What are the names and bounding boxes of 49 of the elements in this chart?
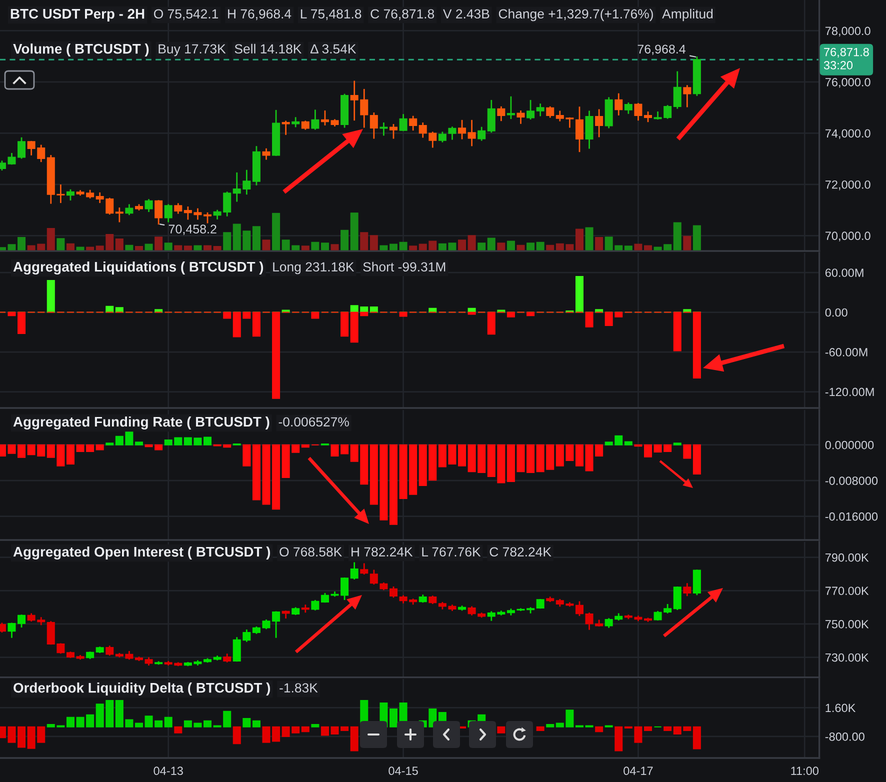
annotation: H 76,968.4	[228, 9, 292, 20]
annotation: Long 231.18K	[273, 262, 354, 274]
annotation: 76,968.4	[638, 44, 686, 56]
annotation: H 782.24K	[352, 547, 413, 557]
annotation: L 767.76K	[422, 547, 481, 557]
chart-title: Orderbook Liquidity Delta ( BTCUSDT )	[14, 682, 270, 696]
y-tick-label: 0.00	[825, 308, 848, 317]
x-tick-label: 04-15	[388, 766, 418, 776]
x-tick-label: 04-13	[154, 766, 183, 776]
y-tick-label: 74,000.0	[825, 129, 870, 139]
annotation: C 76,871.8	[370, 9, 434, 20]
y-tick-label: -60.00M	[825, 348, 868, 356]
annotation: O 768.58K	[280, 547, 342, 557]
text: BTC USDT Perp - 2H	[10, 8, 144, 22]
y-tick-label: 790.00K	[825, 553, 869, 562]
y-tick-label: -800.00	[825, 732, 864, 741]
annotation: -1.83K	[280, 683, 318, 693]
y-tick-label: 76,000.0	[825, 78, 870, 88]
annotation: -0.006527%	[278, 417, 349, 427]
ref-line-label: 76,871.8 33:20	[824, 48, 869, 70]
annotation: L 75,481.8	[300, 9, 362, 20]
text: Aggregated Liquidations ( BTCUSDT )	[13, 261, 264, 275]
y-tick-label: 60.00M	[825, 268, 864, 277]
y-tick-label: 78,000.0	[825, 26, 870, 37]
y-tick-label: 730.00K	[825, 653, 869, 662]
y-tick-label: 750.00K	[825, 620, 869, 628]
annotation: Amplitud	[662, 8, 713, 22]
annotation: V 2.43B	[443, 9, 490, 19]
annotation: Δ 3.54K	[310, 44, 356, 54]
annotation: Short -99.31M	[363, 262, 446, 272]
chart-title: Volume ( BTCUSDT )	[13, 44, 149, 56]
y-tick-label: 770.00K	[825, 586, 869, 596]
annotation: 70,458.2	[168, 224, 216, 235]
y-tick-label: 1.60K	[826, 704, 856, 712]
annotation: C 782.24K	[490, 547, 552, 557]
y-tick-label: -120.00M	[825, 388, 874, 396]
y-tick-label: 72,000.0	[825, 180, 870, 190]
annotation: Change +1,329.7(+1.76%)	[498, 8, 653, 22]
chart-title: Aggregated Funding Rate ( BTCUSDT )	[13, 416, 270, 430]
annotation: O 75,542.1	[154, 9, 218, 20]
y-tick-label: 0.000000	[825, 440, 874, 450]
y-tick-label: -0.016000	[825, 512, 878, 521]
x-tick-label: 04-17	[624, 766, 653, 776]
x-tick-label: 11:00	[791, 766, 818, 776]
y-tick-label: -0.008000	[825, 476, 878, 485]
annotation: Buy 17.73K	[158, 44, 226, 56]
y-tick-label: 70,000.0	[825, 232, 870, 242]
annotation: Sell 14.18K	[234, 44, 302, 54]
chart-title: Aggregated Open Interest ( BTCUSDT )	[13, 546, 270, 560]
